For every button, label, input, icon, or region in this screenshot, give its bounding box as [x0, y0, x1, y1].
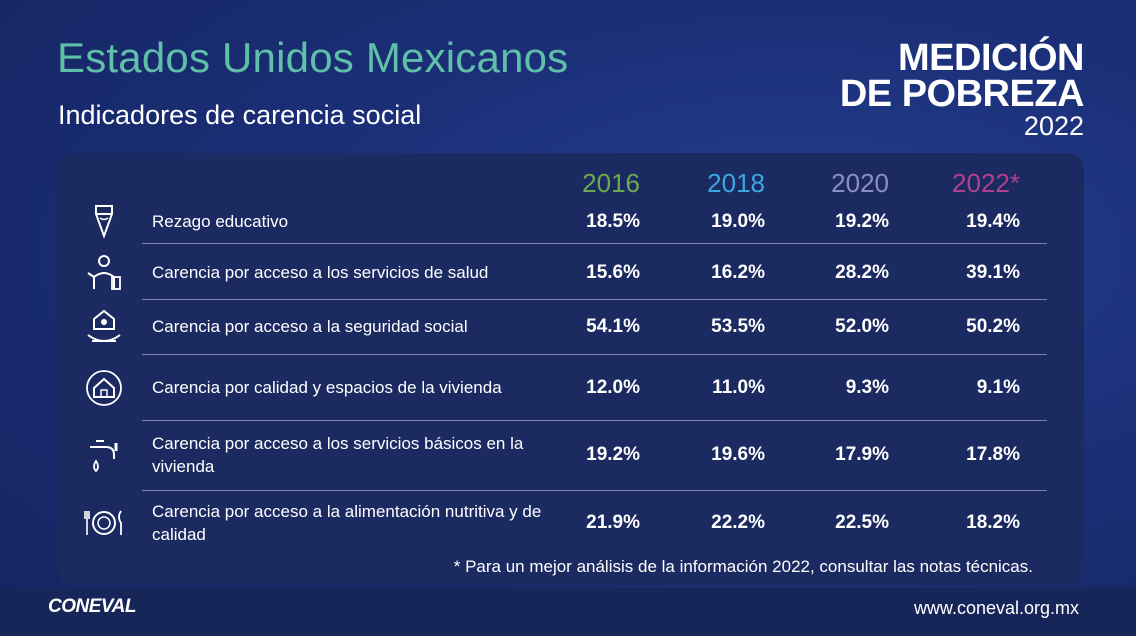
coneval-brand: CONEVAL	[48, 596, 136, 617]
table-cell: 19.2%	[586, 444, 640, 465]
row-label: Carencia por acceso a los servicios bási…	[152, 434, 524, 476]
medicion-pobreza-logo: MEDICIÓN DE POBREZA 2022	[839, 37, 1085, 142]
table-cell: 16.2%	[711, 262, 765, 283]
row-label: Carencia por calidad y espacios de la vi…	[152, 378, 502, 397]
doctor-icon	[82, 251, 126, 295]
logo-line-1: MEDICIÓN	[898, 37, 1085, 79]
table-cell: 19.4%	[966, 211, 1020, 232]
plate-cutlery-icon	[82, 501, 126, 545]
table-cell: 11.0%	[712, 377, 765, 398]
table-cell: 22.2%	[711, 512, 765, 533]
table-cell: 52.0%	[835, 316, 889, 337]
table-cell: 19.0%	[711, 211, 765, 232]
table-cell: 50.2%	[966, 316, 1020, 337]
row-separator	[142, 243, 1047, 244]
column-header-2018: 2018	[707, 168, 765, 198]
column-header-2016: 2016	[582, 168, 640, 198]
row-label: Carencia por acceso a los servicios de s…	[152, 263, 489, 282]
table-cell: 54.1%	[586, 316, 640, 337]
logo-line-2: DE POBREZA	[839, 73, 1085, 116]
table-cell: 18.5%	[586, 211, 640, 232]
row-label: Rezago educativo	[152, 212, 289, 231]
table-cell: 9.3%	[845, 377, 889, 398]
row-label: Carencia por acceso a la seguridad socia…	[152, 317, 468, 336]
footnote: * Para un mejor análisis de la informaci…	[453, 557, 1033, 576]
table-cell: 19.2%	[835, 211, 889, 232]
website-link[interactable]: www.coneval.org.mx	[913, 598, 1079, 618]
page-title: Estados Unidos Mexicanos	[57, 34, 569, 81]
table-cell: 28.2%	[835, 262, 889, 283]
table-cell: 22.5%	[835, 512, 889, 533]
table-cell: 53.5%	[711, 316, 765, 337]
table-cell: 17.9%	[835, 444, 889, 465]
column-header-2020: 2020	[831, 168, 889, 198]
table-cell: 39.1%	[966, 262, 1020, 283]
house-hands-icon	[82, 366, 126, 410]
faucet-icon	[82, 433, 126, 477]
column-header-2022: 2022*	[952, 168, 1020, 198]
table-cell: 17.8%	[966, 444, 1020, 465]
logo-line-3: 2022	[1023, 111, 1084, 142]
row-separator	[142, 490, 1047, 491]
hands-protection-icon	[82, 305, 126, 349]
row-label: Carencia por acceso a la alimentación nu…	[152, 502, 542, 544]
table-cell: 18.2%	[966, 512, 1020, 533]
row-separator	[142, 299, 1047, 300]
page-subtitle: Indicadores de carencia social	[58, 100, 422, 130]
data-table-panel	[57, 153, 1084, 585]
table-cell: 9.1%	[976, 377, 1020, 398]
row-separator	[142, 420, 1047, 421]
table-cell: 21.9%	[586, 512, 640, 533]
table-cell: 12.0%	[586, 377, 640, 398]
table-cell: 15.6%	[586, 262, 640, 283]
row-separator	[142, 354, 1047, 355]
table-cell: 19.6%	[711, 444, 765, 465]
pencil-icon	[82, 200, 126, 244]
footer-bar	[0, 588, 1136, 636]
